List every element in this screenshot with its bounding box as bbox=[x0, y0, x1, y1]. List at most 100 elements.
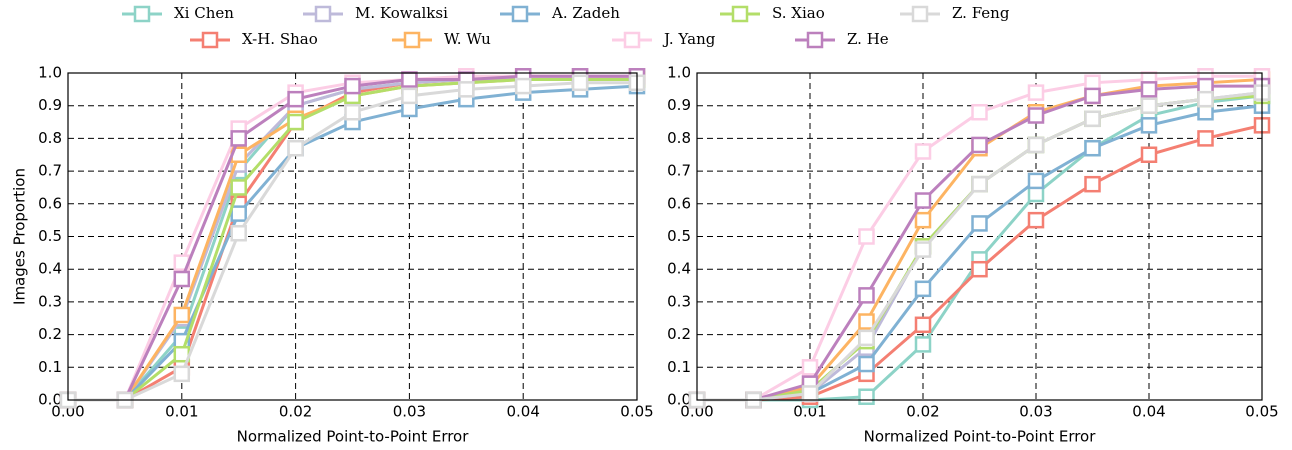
plot-frame bbox=[67, 72, 638, 401]
y-tick-label: 0.5 bbox=[667, 227, 691, 245]
marker bbox=[801, 359, 819, 376]
y-tick-label: 0.2 bbox=[667, 325, 691, 343]
marker bbox=[1140, 81, 1158, 98]
y-tick-label: 0.1 bbox=[667, 358, 691, 376]
marker bbox=[914, 192, 932, 209]
legend-label: Z. He bbox=[847, 30, 889, 48]
x-tick-label: 0.02 bbox=[279, 403, 312, 421]
marker bbox=[173, 365, 191, 383]
marker bbox=[401, 87, 418, 105]
series-line bbox=[68, 81, 637, 402]
marker bbox=[971, 136, 988, 154]
legend-label: J. Yang bbox=[662, 30, 716, 48]
x-tick-label: 0.00 bbox=[51, 403, 84, 421]
y-tick-label: 0.5 bbox=[38, 227, 62, 245]
legend-marker bbox=[911, 5, 929, 23]
y-axis-label: Images Proportion bbox=[11, 168, 29, 305]
x-tick-label: 0.05 bbox=[620, 403, 653, 421]
marker bbox=[971, 175, 988, 193]
y-tick-label: 0.9 bbox=[667, 96, 691, 114]
marker bbox=[914, 143, 932, 160]
legend-marker bbox=[133, 5, 151, 23]
marker bbox=[1027, 107, 1045, 124]
marker bbox=[1027, 211, 1045, 229]
marker bbox=[914, 316, 932, 334]
marker bbox=[401, 71, 418, 88]
marker bbox=[230, 179, 247, 196]
marker bbox=[1027, 136, 1045, 154]
marker bbox=[914, 211, 932, 229]
marker bbox=[571, 74, 589, 92]
legend-marker bbox=[806, 31, 824, 49]
x-tick-label: 0.00 bbox=[680, 403, 713, 421]
marker bbox=[173, 270, 191, 288]
marker bbox=[1084, 175, 1101, 193]
y-tick-label: 0.8 bbox=[667, 129, 691, 147]
marker bbox=[858, 228, 875, 245]
marker bbox=[230, 224, 247, 242]
marker bbox=[1197, 90, 1214, 108]
marker bbox=[858, 355, 875, 373]
legend-marker bbox=[623, 31, 641, 49]
x-tick-label: 0.01 bbox=[793, 403, 826, 421]
y-tick-label: 1.0 bbox=[38, 64, 62, 82]
x-tick-label: 0.02 bbox=[906, 403, 939, 421]
y-tick-label: 0.6 bbox=[38, 194, 62, 212]
marker bbox=[1084, 87, 1101, 105]
marker bbox=[914, 280, 932, 298]
marker bbox=[801, 385, 819, 402]
x-tick-label: 0.04 bbox=[1132, 403, 1165, 421]
series-line bbox=[697, 84, 1262, 402]
series-line bbox=[697, 74, 1262, 402]
marker bbox=[914, 241, 932, 258]
y-tick-label: 0.3 bbox=[38, 292, 62, 310]
marker bbox=[1027, 84, 1045, 101]
marker bbox=[287, 90, 304, 108]
series-line bbox=[68, 84, 638, 402]
y-tick-label: 0.1 bbox=[38, 358, 62, 376]
x-axis-label: Normalized Point-to-Point Error bbox=[864, 428, 1097, 446]
marker bbox=[344, 103, 361, 121]
y-tick-label: 0.4 bbox=[38, 260, 62, 278]
x-tick-label: 0.05 bbox=[1245, 403, 1278, 421]
marker bbox=[914, 336, 932, 353]
marker bbox=[287, 113, 304, 131]
marker bbox=[287, 139, 304, 157]
x-tick-label: 0.01 bbox=[165, 403, 198, 421]
marker bbox=[1140, 146, 1158, 163]
legend-label: S. Xiao bbox=[772, 4, 825, 22]
marker bbox=[1197, 130, 1214, 147]
marker bbox=[858, 388, 875, 405]
marker bbox=[344, 77, 361, 95]
x-axis-label: Normalized Point-to-Point Error bbox=[237, 428, 470, 446]
marker bbox=[858, 287, 875, 304]
legend-marker bbox=[511, 5, 529, 23]
y-tick-label: 0.3 bbox=[667, 292, 691, 310]
marker bbox=[1140, 117, 1158, 134]
marker bbox=[858, 313, 875, 330]
marker bbox=[173, 306, 191, 324]
plot-frame bbox=[696, 72, 1263, 401]
legend-marker bbox=[201, 31, 219, 49]
marker bbox=[458, 81, 475, 98]
legend-label: M. Kowalksi bbox=[355, 4, 448, 22]
legend-label: Xi Chen bbox=[174, 4, 234, 22]
legend-label: Z. Feng bbox=[952, 4, 1010, 22]
legend-label: W. Wu bbox=[444, 30, 491, 48]
marker bbox=[1140, 97, 1158, 114]
y-tick-label: 0.4 bbox=[667, 260, 691, 278]
legend-marker bbox=[403, 31, 421, 49]
y-tick-label: 0.0 bbox=[667, 391, 691, 409]
y-tick-label: 0.2 bbox=[38, 325, 62, 343]
legend-label: X-H. Shao bbox=[242, 30, 318, 48]
y-tick-label: 0.0 bbox=[38, 391, 62, 409]
y-tick-label: 0.6 bbox=[667, 194, 691, 212]
y-tick-label: 0.7 bbox=[667, 162, 691, 180]
y-tick-label: 0.9 bbox=[38, 96, 62, 114]
marker bbox=[858, 329, 875, 347]
series-line bbox=[697, 78, 1263, 402]
marker bbox=[971, 260, 988, 278]
marker bbox=[1027, 172, 1045, 190]
legend-marker bbox=[731, 5, 749, 23]
